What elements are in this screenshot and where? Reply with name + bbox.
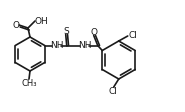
Text: Cl: Cl [108,87,117,96]
Text: O: O [13,20,19,29]
Text: NH: NH [50,40,63,49]
Text: OH: OH [34,16,48,25]
Text: Cl: Cl [128,31,137,40]
Text: S: S [63,27,69,36]
Text: O: O [91,28,98,37]
Text: NH: NH [78,40,91,49]
Text: CH₃: CH₃ [21,79,37,88]
